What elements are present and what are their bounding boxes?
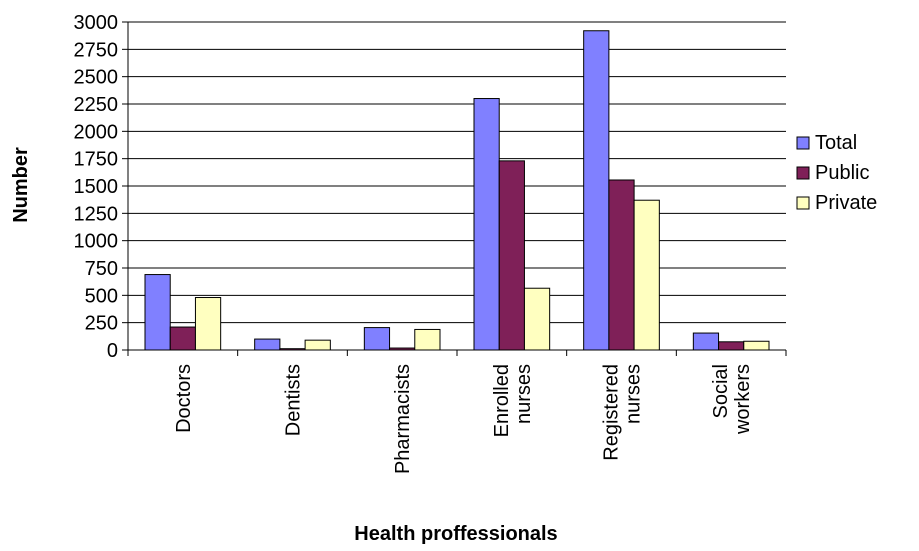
bar-private: [633, 199, 660, 351]
x-category-label: Dentists: [283, 364, 305, 436]
y-tick-label: 1000: [74, 231, 119, 253]
x-category-label-line: Pharmacists: [392, 364, 414, 474]
x-category-label-line: Enrolled: [491, 364, 513, 437]
bar-total: [254, 338, 281, 351]
x-category-label-line: Doctors: [173, 364, 195, 433]
bars: [144, 30, 770, 351]
x-axis-title: Health proffessionals: [354, 523, 557, 545]
legend-swatch-total: [796, 136, 810, 150]
y-tick-label: 2250: [74, 94, 119, 116]
x-category-label: Registered nurses: [601, 364, 645, 461]
x-category-label-line: nurses: [623, 364, 645, 424]
bar-total: [583, 30, 610, 351]
y-tick-label: 1750: [74, 149, 119, 171]
y-tick-label: 1500: [74, 176, 119, 198]
bar-total: [692, 332, 720, 351]
gridlines: [128, 21, 786, 324]
y-tick-label: 500: [85, 285, 118, 307]
x-category-label: Doctors: [173, 364, 195, 433]
legend: Total Public Private: [796, 132, 877, 214]
bar-total: [473, 98, 500, 351]
y-axis-title: Number: [10, 147, 32, 223]
bar-public: [608, 179, 635, 351]
x-category-label: Social workers: [710, 364, 754, 435]
legend-label-private: Private: [815, 192, 877, 214]
y-tick-label: 1250: [74, 203, 119, 225]
legend-label-public: Public: [815, 162, 869, 184]
y-tick-label: 0: [107, 340, 118, 362]
bar-private: [523, 287, 551, 351]
bar-public: [498, 160, 525, 351]
bar-private: [414, 328, 441, 351]
legend-label-total: Total: [815, 132, 857, 154]
y-tick-label: 2000: [74, 121, 119, 143]
x-category-label-line: Social: [710, 364, 732, 418]
bar-public: [169, 326, 196, 351]
y-tick-labels: 0 250 500 750 1000 1250 1500 1750 2000 2250 2500 27…: [74, 12, 119, 362]
x-category-label-line: nurses: [513, 364, 535, 424]
bar-private: [304, 339, 331, 351]
x-category-label-line: workers: [732, 364, 754, 435]
axes: [122, 21, 787, 356]
bar-private: [743, 340, 770, 351]
x-category-label: Pharmacists: [392, 364, 414, 474]
x-category-label: Enrolled nurses: [491, 364, 535, 437]
y-tick-label: 2500: [74, 67, 119, 89]
y-tick-label: 250: [85, 313, 118, 335]
bar-total: [363, 327, 391, 351]
bar-total: [144, 274, 171, 351]
bar-public: [718, 341, 745, 351]
bar-private: [194, 297, 222, 351]
y-tick-label: 2750: [74, 39, 119, 61]
x-category-labels: Doctors Dentists Pharmacists Enrolled nurses…: [173, 364, 754, 474]
y-tick-label: 750: [85, 258, 118, 280]
x-category-label-line: Registered: [601, 364, 623, 461]
legend-swatch-public: [796, 166, 810, 180]
legend-swatch-private: [796, 196, 810, 210]
y-tick-label: 3000: [74, 12, 119, 34]
x-category-label-line: Dentists: [283, 364, 305, 436]
